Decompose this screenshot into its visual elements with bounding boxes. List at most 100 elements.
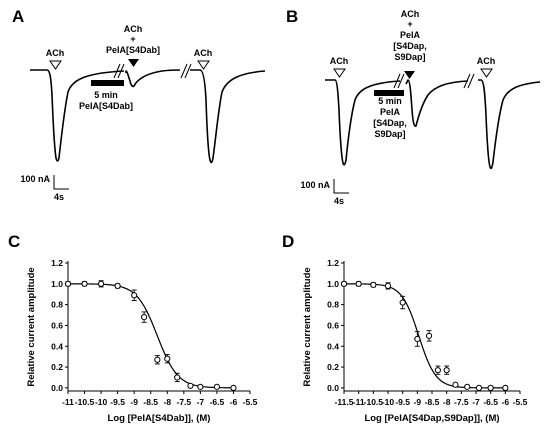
y-axis-label: Relative current amplitude: [302, 267, 313, 386]
fit-curve: [68, 283, 234, 389]
trace-b-washout: [478, 79, 541, 170]
data-point: [97, 280, 105, 287]
y-tick-label: 0.6: [51, 320, 63, 330]
panel-b-label: B: [286, 7, 298, 26]
ach-label: ACh: [194, 48, 213, 58]
open-triangle-marker: [197, 60, 210, 70]
data-point: [114, 282, 121, 289]
data-point: [434, 367, 441, 374]
x-tick-label: -9.5: [395, 397, 410, 407]
ach-label: ACh: [477, 56, 496, 66]
x-tick-label: -6.5: [210, 397, 225, 407]
scale-bar: [333, 179, 349, 194]
break-mark: [467, 73, 475, 89]
y-tick-label: 1.0: [51, 279, 63, 289]
data-point: [475, 384, 483, 391]
y-tick-label: 1.2: [327, 258, 339, 268]
x-tick-label: -8.5: [143, 397, 158, 407]
data-point: [355, 280, 362, 287]
x-tick-label: -8: [443, 397, 451, 407]
data-point: [230, 384, 237, 391]
y-tick-label: 0.4: [327, 341, 339, 351]
x-tick-label: -11: [62, 397, 74, 407]
y-tick-label: 0.8: [327, 300, 339, 310]
panel-a-label: A: [12, 7, 24, 26]
incubation-bar: [91, 80, 124, 86]
open-triangle-marker: [333, 68, 346, 78]
y-tick-label: 0.8: [51, 300, 63, 310]
incubation-label: PeIA: [380, 107, 401, 117]
x-tick-label: -9.5: [110, 397, 125, 407]
data-point: [141, 314, 148, 321]
x-tick-label: -8: [163, 397, 171, 407]
break-mark: [113, 63, 121, 79]
x-tick-label: -7.5: [176, 397, 191, 407]
panel-a-traces: ACh ACh ACh + PeIA[S4Dab] 5 min PeIA[S4D…: [20, 24, 266, 202]
x-tick-label: -5.5: [243, 397, 258, 407]
x-axis-label: Log [PeIA[S4Dab]], (M): [108, 413, 211, 424]
incubation-label: PeIA[S4Dab]: [79, 101, 133, 111]
y-tick-label: 1.0: [327, 279, 339, 289]
scale-y-label: 100 nA: [20, 174, 50, 184]
data-point: [174, 374, 181, 381]
data-point: [414, 335, 421, 343]
data-point: [197, 383, 204, 390]
x-tick-label: -7: [472, 397, 480, 407]
y-tick-label: 1.2: [51, 258, 63, 268]
data-point: [340, 280, 348, 287]
break-mark: [117, 63, 125, 79]
break-mark: [463, 73, 471, 89]
y-tick-label: 0.0: [51, 383, 63, 393]
y-tick-label: 0.6: [327, 320, 339, 330]
ach-label: ACh: [46, 48, 65, 58]
data-point: [464, 383, 471, 390]
data-point: [384, 282, 392, 289]
data-point: [187, 382, 194, 389]
scale-x-label: 4s: [54, 192, 64, 202]
y-tick-label: 0.2: [327, 362, 339, 372]
x-tick-label: -9: [130, 397, 138, 407]
data-point: [399, 299, 406, 306]
y-tick-label: 0.0: [327, 383, 339, 393]
break-mark: [184, 63, 192, 79]
data-point: [81, 280, 88, 287]
scale-y-label: 100 nA: [300, 180, 330, 190]
panel-b-traces: ACh ACh ACh + PeIA [S4Dap, S9Dap] 5 min …: [300, 9, 541, 206]
incubation-label: [S4Dap,: [373, 118, 407, 128]
trace-a-control: [30, 69, 125, 162]
coapplication-label: PeIA: [400, 30, 421, 40]
x-tick-label: -8.5: [425, 397, 440, 407]
trace-a-coapp: [125, 69, 181, 88]
y-tick-label: 0.4: [51, 341, 63, 351]
x-tick-label: -7.5: [454, 397, 469, 407]
x-tick-label: -5.5: [513, 397, 528, 407]
x-tick-label: -11: [353, 397, 365, 407]
x-tick-label: -11.5: [335, 397, 354, 407]
ach-label: ACh: [330, 56, 349, 66]
break-mark: [180, 63, 188, 79]
scale-bar: [53, 175, 69, 190]
filled-triangle-marker: [404, 71, 415, 79]
x-tick-label: -10: [95, 397, 108, 407]
x-tick-label: -6.5: [483, 397, 498, 407]
panel-c-label: C: [8, 232, 20, 251]
scale-x-label: 4s: [334, 196, 344, 206]
x-tick-label: -9: [414, 397, 422, 407]
data-point: [452, 381, 459, 388]
coapplication-label: PeIA[S4Dab]: [106, 45, 160, 55]
data-point: [164, 355, 171, 362]
x-tick-label: -10.5: [75, 397, 95, 407]
y-tick-label: 0.2: [51, 362, 63, 372]
data-point: [425, 332, 433, 339]
y-axis-label: Relative current amplitude: [26, 267, 37, 386]
panel-d-label: D: [282, 232, 294, 251]
x-tick-label: -10.5: [364, 397, 384, 407]
incubation-label: 5 min: [378, 96, 402, 106]
data-point: [487, 384, 494, 391]
open-triangle-marker: [480, 68, 493, 78]
data-point: [154, 356, 161, 363]
coapplication-label: ACh: [124, 24, 143, 34]
chart-c: 0.0 0.2 0.4 0.6 0.8 1.0 1.2 -11 -10.5 -10 -9.5 -9 -8…: [26, 258, 258, 424]
coapplication-label: ACh: [401, 9, 420, 19]
data-point: [502, 384, 509, 391]
